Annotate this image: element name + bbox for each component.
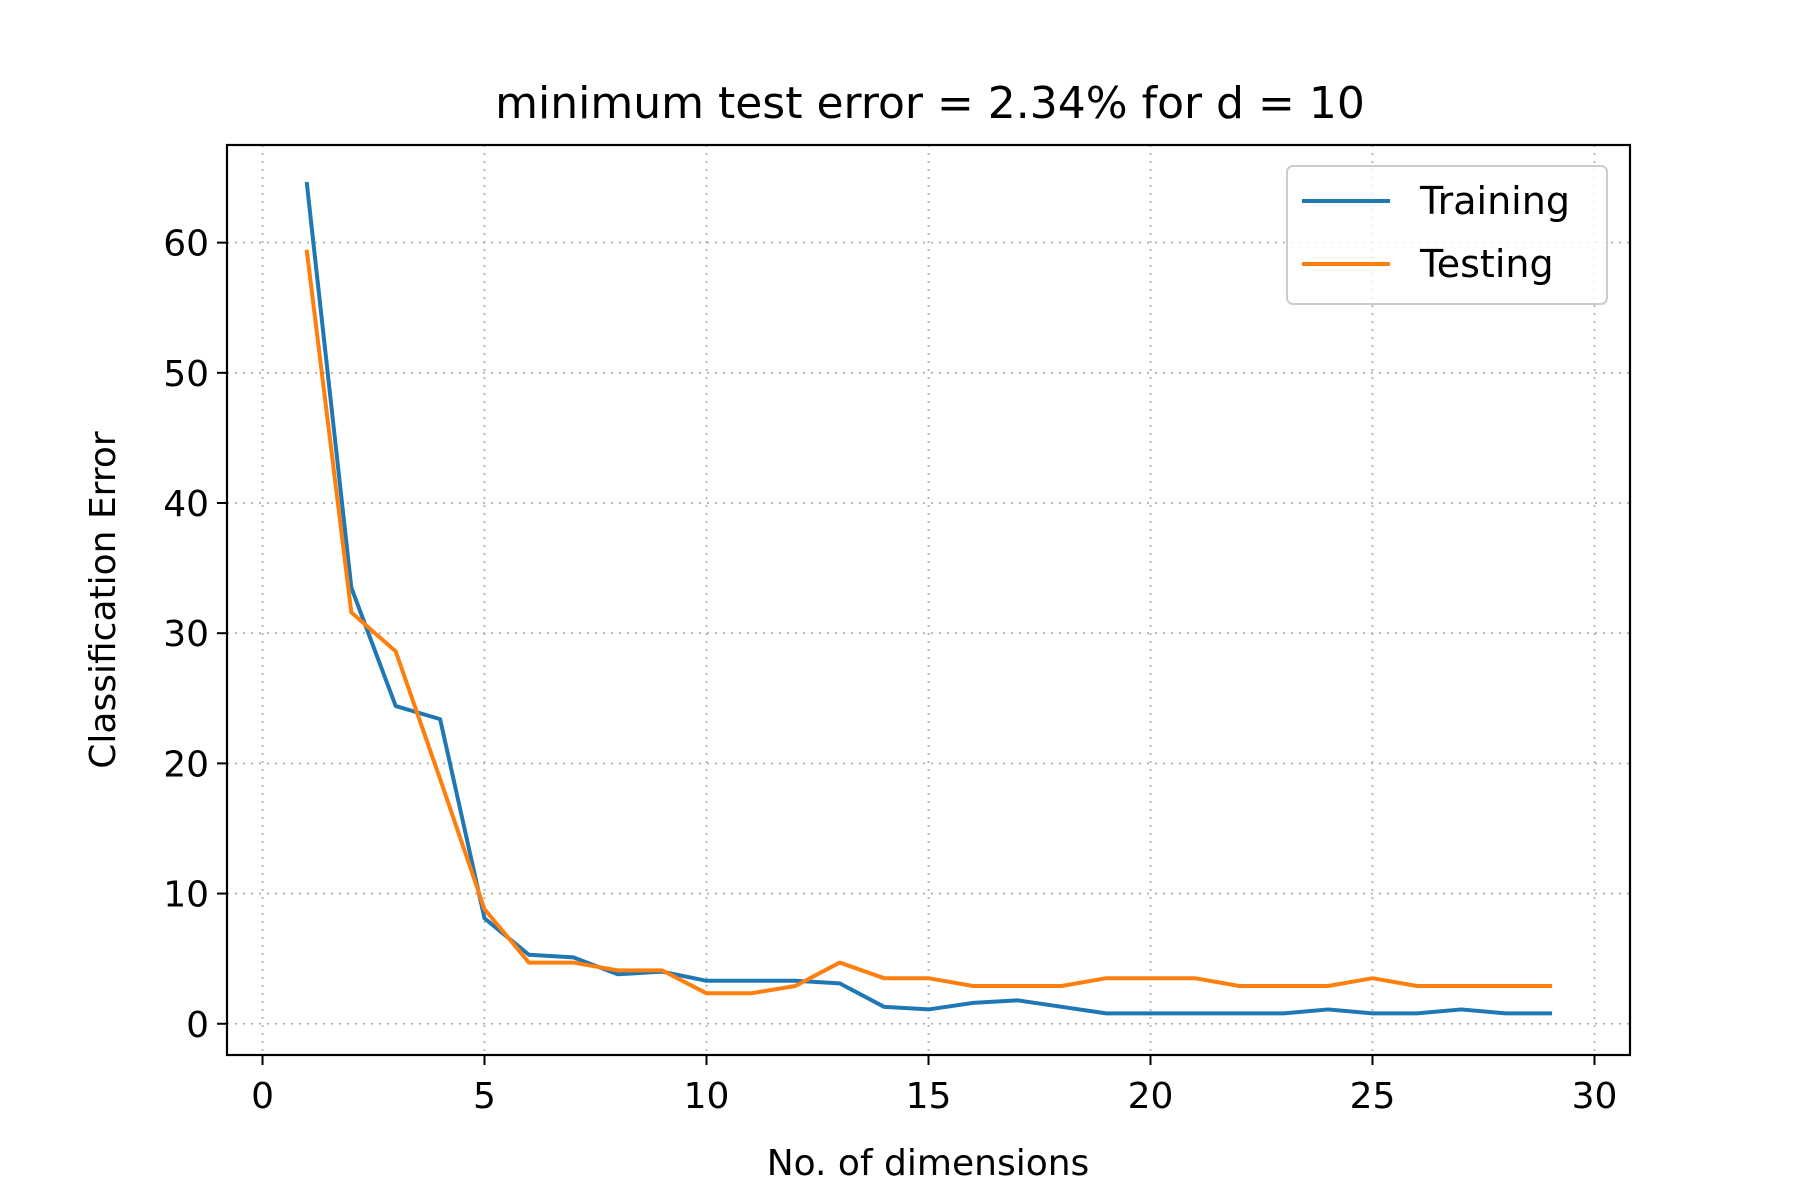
chart-title: minimum test error = 2.34% for d = 10: [495, 78, 1365, 129]
series-layer: [304, 181, 1553, 1016]
y-tick-label: 0: [186, 1005, 209, 1046]
x-axis-label: No. of dimensions: [767, 1143, 1090, 1184]
y-tick-label: 20: [163, 744, 209, 785]
x-tick-label: 25: [1350, 1076, 1396, 1117]
x-tick-label: 20: [1128, 1076, 1174, 1117]
x-tick-label: 30: [1572, 1076, 1618, 1117]
y-tick-label: 60: [163, 224, 209, 265]
x-tick-label: 5: [473, 1076, 496, 1117]
y-tick-label: 40: [163, 484, 209, 525]
x-tick-label: 0: [251, 1076, 274, 1117]
x-tick-label: 10: [684, 1076, 730, 1117]
legend-label-testing: Testing: [1419, 242, 1554, 286]
legend: Training Testing: [1286, 165, 1608, 305]
grid: [227, 145, 1630, 1055]
y-tick-label: 30: [163, 614, 209, 655]
legend-label-training: Training: [1419, 179, 1570, 223]
axis-ticks: 0 5 10 15 20 25 30 0 10 20 30 40 50 60: [163, 224, 1617, 1117]
y-tick-label: 10: [163, 875, 209, 916]
y-axis-label: Classification Error: [83, 431, 124, 769]
x-tick-label: 15: [906, 1076, 952, 1117]
series-line-testing: [304, 249, 1553, 996]
y-tick-label: 50: [163, 354, 209, 395]
